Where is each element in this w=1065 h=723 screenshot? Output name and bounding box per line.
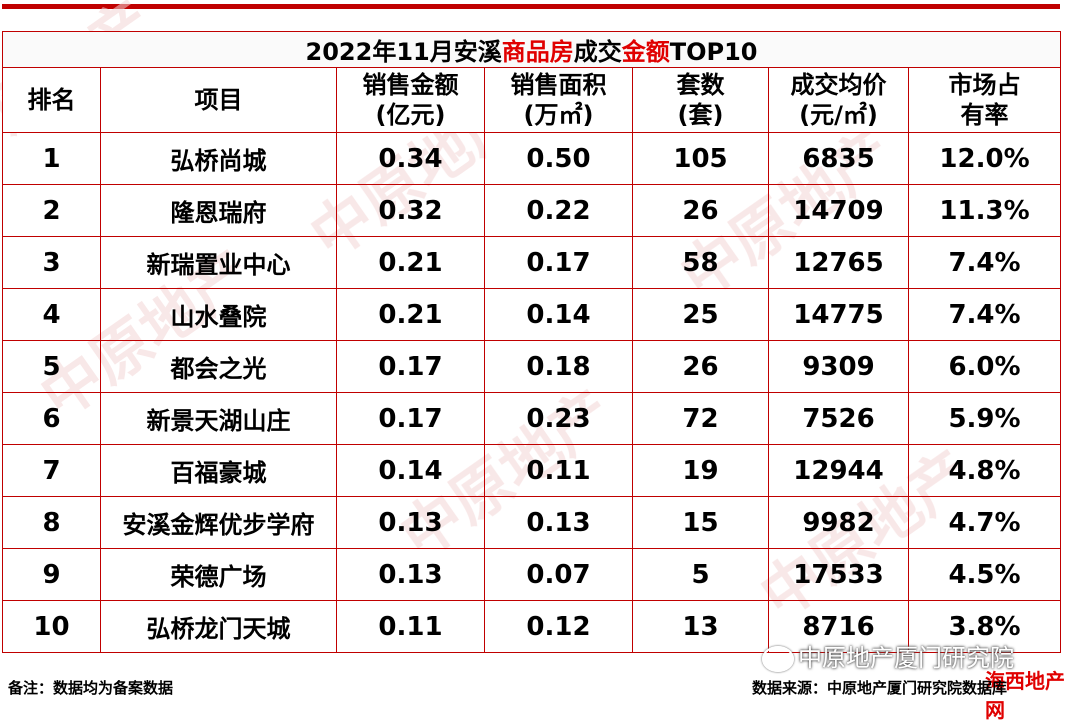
- cell-price: 14709: [768, 184, 909, 237]
- header-project: 项目: [100, 67, 337, 133]
- header-sales-area: 销售面积 (万㎡): [484, 67, 633, 133]
- cell-project: 弘桥尚城: [100, 132, 337, 185]
- cell-project: 百福豪城: [100, 444, 337, 497]
- cell-rank: 6: [2, 392, 101, 445]
- cell-share: 4.5%: [907, 548, 1062, 601]
- cell-amount: 0.13: [336, 496, 485, 549]
- cell-area: 0.50: [484, 132, 633, 185]
- cell-project: 新景天湖山庄: [100, 392, 337, 445]
- table-row: 8 安溪金辉优步学府 0.13 0.13 15 9982 4.7%: [2, 496, 1062, 549]
- table-row: 7 百福豪城 0.14 0.11 19 12944 4.8%: [2, 444, 1062, 497]
- header-row: 排名 项目 销售金额 (亿元) 销售面积 (万㎡) 套数 (套) 成交均价 (元/㎡) …: [2, 67, 1062, 133]
- cell-area: 0.23: [484, 392, 633, 445]
- cell-area: 0.13: [484, 496, 633, 549]
- cell-rank: 3: [2, 236, 101, 289]
- top10-table: 2022年11月安溪商品房成交金额TOP10 排名 项目 销售金额 (亿元) 销售…: [1, 31, 1062, 653]
- cell-area: 0.18: [484, 340, 633, 393]
- cell-area: 0.17: [484, 236, 633, 289]
- table-row: 6 新景天湖山庄 0.17 0.23 72 7526 5.9%: [2, 392, 1062, 445]
- cell-price: 14775: [768, 288, 909, 341]
- cell-share: 12.0%: [907, 132, 1062, 185]
- cell-amount: 0.17: [336, 392, 485, 445]
- cell-share: 11.3%: [907, 184, 1062, 237]
- cell-units: 15: [632, 496, 769, 549]
- footer-source: 数据来源：中原地产厦门研究院数据库: [752, 679, 1008, 697]
- cell-price: 8716: [768, 600, 909, 653]
- cell-project: 新瑞置业中心: [100, 236, 337, 289]
- cell-units: 26: [632, 340, 769, 393]
- cell-amount: 0.14: [336, 444, 485, 497]
- cell-rank: 4: [2, 288, 101, 341]
- cell-units: 19: [632, 444, 769, 497]
- cell-units: 13: [632, 600, 769, 653]
- title-highlight-2: 金额: [621, 38, 670, 66]
- cell-share: 5.9%: [907, 392, 1062, 445]
- cell-price: 12765: [768, 236, 909, 289]
- table-row: 9 荣德广场 0.13 0.07 5 17533 4.5%: [2, 548, 1062, 601]
- cell-amount: 0.11: [336, 600, 485, 653]
- cell-project: 安溪金辉优步学府: [100, 496, 337, 549]
- cell-units: 26: [632, 184, 769, 237]
- cell-rank: 2: [2, 184, 101, 237]
- cell-share: 6.0%: [907, 340, 1062, 393]
- cell-amount: 0.21: [336, 236, 485, 289]
- cell-amount: 0.32: [336, 184, 485, 237]
- cell-project: 弘桥龙门天城: [100, 600, 337, 653]
- header-units: 套数 (套): [632, 67, 769, 133]
- top-red-line: [2, 4, 1060, 9]
- table-row: 10 弘桥龙门天城 0.11 0.12 13 8716 3.8%: [2, 600, 1062, 653]
- cell-amount: 0.17: [336, 340, 485, 393]
- wechat-icon: [762, 646, 794, 672]
- table-row: 2 隆恩瑞府 0.32 0.22 26 14709 11.3%: [2, 184, 1062, 237]
- cell-share: 4.8%: [907, 444, 1062, 497]
- cell-price: 17533: [768, 548, 909, 601]
- header-market-share: 市场占 有率: [907, 67, 1062, 133]
- table-row: 3 新瑞置业中心 0.21 0.17 58 12765 7.4%: [2, 236, 1062, 289]
- cell-rank: 1: [2, 132, 101, 185]
- cell-share: 7.4%: [907, 288, 1062, 341]
- cell-project: 隆恩瑞府: [100, 184, 337, 237]
- cell-project: 都会之光: [100, 340, 337, 393]
- cell-share: 3.8%: [907, 600, 1062, 653]
- header-sales-amount: 销售金额 (亿元): [336, 67, 485, 133]
- cell-rank: 5: [2, 340, 101, 393]
- title-highlight-1: 商品房: [501, 38, 574, 66]
- cell-price: 7526: [768, 392, 909, 445]
- footer-note: 备注：数据均为备案数据: [8, 679, 174, 697]
- cell-rank: 9: [2, 548, 101, 601]
- wechat-account-overlay: 中原地产厦门研究院: [762, 638, 1014, 673]
- cell-project: 山水叠院: [100, 288, 337, 341]
- header-rank: 排名: [2, 67, 101, 133]
- cell-amount: 0.34: [336, 132, 485, 185]
- table-row: 4 山水叠院 0.21 0.14 25 14775 7.4%: [2, 288, 1062, 341]
- cell-rank: 7: [2, 444, 101, 497]
- cell-area: 0.11: [484, 444, 633, 497]
- cell-price: 6835: [768, 132, 909, 185]
- cell-units: 72: [632, 392, 769, 445]
- cell-share: 4.7%: [907, 496, 1062, 549]
- cell-rank: 8: [2, 496, 101, 549]
- cell-price: 9309: [768, 340, 909, 393]
- cell-amount: 0.13: [336, 548, 485, 601]
- cell-amount: 0.21: [336, 288, 485, 341]
- cell-units: 58: [632, 236, 769, 289]
- table-title-row: 2022年11月安溪商品房成交金额TOP10: [1, 31, 1062, 68]
- table-row: 5 都会之光 0.17 0.18 26 9309 6.0%: [2, 340, 1062, 393]
- cell-area: 0.14: [484, 288, 633, 341]
- table-row: 1 弘桥尚城 0.34 0.50 105 6835 12.0%: [2, 132, 1062, 185]
- cell-units: 105: [632, 132, 769, 185]
- cell-units: 5: [632, 548, 769, 601]
- cell-area: 0.07: [484, 548, 633, 601]
- header-avg-price: 成交均价 (元/㎡): [768, 67, 909, 133]
- cell-share: 7.4%: [907, 236, 1062, 289]
- cell-area: 0.12: [484, 600, 633, 653]
- table-title: 2022年11月安溪商品房成交金额TOP10: [1, 31, 1062, 68]
- cell-units: 25: [632, 288, 769, 341]
- cell-price: 12944: [768, 444, 909, 497]
- cell-project: 荣德广场: [100, 548, 337, 601]
- cell-price: 9982: [768, 496, 909, 549]
- cell-rank: 10: [2, 600, 101, 653]
- cell-area: 0.22: [484, 184, 633, 237]
